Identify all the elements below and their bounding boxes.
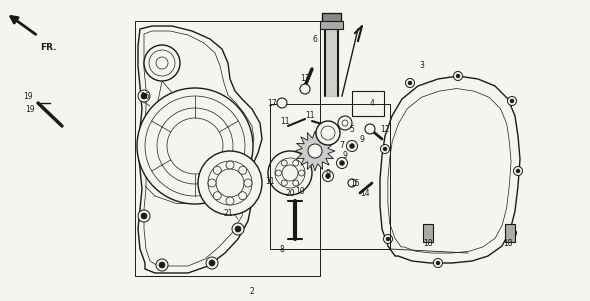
Circle shape [226,197,234,205]
Circle shape [244,179,252,187]
Circle shape [299,170,304,176]
Circle shape [346,141,358,151]
Text: 14: 14 [360,188,370,197]
Text: 19: 19 [23,92,33,101]
Circle shape [213,166,221,174]
Text: 4: 4 [369,100,375,108]
Text: 7: 7 [340,141,345,150]
Circle shape [156,259,168,271]
Circle shape [513,166,523,175]
Circle shape [138,210,150,222]
Circle shape [138,90,150,102]
Circle shape [454,72,463,80]
Circle shape [209,260,215,266]
Circle shape [510,231,514,235]
Text: 11: 11 [305,111,314,120]
Text: 13: 13 [300,75,310,83]
Bar [320,21,343,29]
Text: 19: 19 [25,104,35,113]
Text: 6: 6 [313,35,317,44]
Text: 15: 15 [350,178,360,188]
Circle shape [300,84,310,94]
Text: 21: 21 [223,209,232,218]
Text: 17: 17 [267,98,277,107]
Circle shape [198,151,262,215]
Circle shape [235,226,241,232]
Circle shape [276,170,281,176]
Circle shape [308,144,322,158]
Polygon shape [295,131,335,171]
Circle shape [323,170,333,182]
Circle shape [381,144,389,154]
Text: 11: 11 [266,176,275,185]
Text: 9: 9 [343,151,348,160]
Text: 10: 10 [295,187,305,196]
Bar [505,224,515,242]
Bar [352,91,384,116]
Circle shape [365,124,375,134]
Text: 18: 18 [423,238,432,247]
Circle shape [277,98,287,108]
Circle shape [293,180,299,186]
Circle shape [507,97,516,105]
Bar [135,21,320,276]
Text: 9: 9 [359,135,365,144]
Circle shape [434,259,442,268]
Text: 18: 18 [503,238,513,247]
Circle shape [349,144,355,148]
Circle shape [208,179,216,187]
Circle shape [232,223,244,235]
Circle shape [326,173,330,178]
Circle shape [405,79,415,88]
Circle shape [206,257,218,269]
Text: 20: 20 [285,188,295,197]
Circle shape [268,151,312,195]
Text: 9: 9 [326,169,330,178]
Text: 5: 5 [349,125,355,134]
Bar [270,104,390,249]
Circle shape [386,237,390,241]
Circle shape [281,160,287,166]
Circle shape [339,160,345,166]
Circle shape [507,228,516,237]
Circle shape [141,93,147,99]
Text: 8: 8 [280,244,284,253]
Circle shape [516,169,520,173]
Circle shape [137,88,253,204]
Circle shape [510,99,514,103]
Text: FR.: FR. [40,43,57,52]
Text: 16: 16 [140,92,150,101]
Circle shape [456,74,460,78]
Circle shape [281,180,287,186]
Circle shape [141,213,147,219]
Bar [423,224,433,242]
Circle shape [436,261,440,265]
Text: 3: 3 [419,61,424,70]
Circle shape [383,147,387,151]
Circle shape [348,179,356,187]
Text: 2: 2 [250,287,254,296]
Text: 12: 12 [380,125,390,134]
Text: 11: 11 [280,116,290,126]
Circle shape [226,161,234,169]
Circle shape [239,192,247,200]
Circle shape [239,166,247,174]
Circle shape [144,45,180,81]
Circle shape [336,157,348,169]
Circle shape [338,116,352,130]
Circle shape [408,81,412,85]
Circle shape [159,262,165,268]
Circle shape [316,121,340,145]
Bar [322,13,341,23]
Circle shape [293,160,299,166]
Circle shape [384,234,392,244]
Circle shape [213,192,221,200]
